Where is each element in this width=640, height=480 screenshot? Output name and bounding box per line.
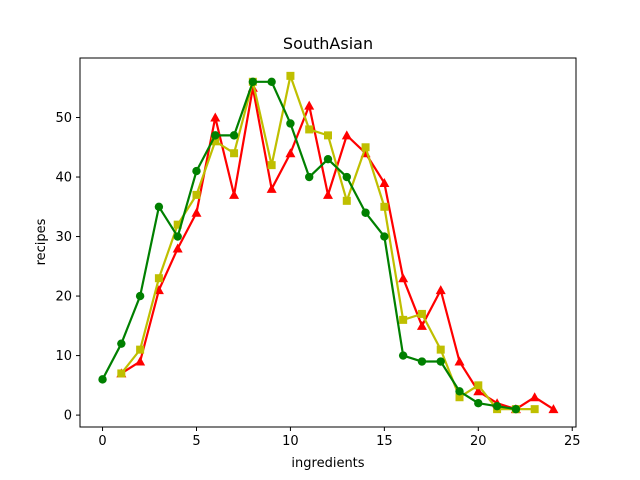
y-tick-label: 0 bbox=[64, 409, 72, 424]
data-point bbox=[436, 357, 445, 366]
data-point bbox=[248, 77, 258, 87]
data-point bbox=[416, 320, 427, 330]
series-3 bbox=[98, 77, 521, 414]
data-point bbox=[342, 172, 351, 182]
data-point bbox=[455, 393, 464, 402]
data-point bbox=[136, 345, 145, 354]
data-point bbox=[135, 291, 145, 301]
data-point bbox=[474, 398, 483, 408]
data-point bbox=[285, 148, 296, 158]
y-tick-label: 30 bbox=[55, 230, 72, 245]
data-point bbox=[230, 149, 239, 158]
data-point bbox=[305, 172, 314, 182]
x-tick-label: 20 bbox=[470, 434, 487, 449]
data-point bbox=[380, 232, 389, 241]
data-point bbox=[398, 351, 408, 360]
data-point bbox=[172, 243, 183, 253]
data-point bbox=[323, 189, 333, 199]
y-axis-title: recipes bbox=[34, 218, 49, 265]
data-point bbox=[473, 386, 484, 396]
x-tick-label: 25 bbox=[564, 434, 581, 449]
data-point bbox=[530, 405, 539, 414]
data-point bbox=[417, 357, 427, 366]
series-line bbox=[120, 86, 555, 411]
data-point bbox=[135, 356, 146, 366]
data-point bbox=[191, 207, 202, 217]
data-point bbox=[435, 285, 446, 295]
data-point bbox=[192, 166, 201, 176]
data-point bbox=[511, 404, 521, 414]
data-point bbox=[529, 392, 540, 402]
data-point bbox=[380, 202, 389, 211]
data-point bbox=[117, 339, 126, 348]
data-point bbox=[154, 274, 163, 283]
data-point bbox=[455, 387, 464, 396]
data-point bbox=[98, 375, 107, 384]
data-point bbox=[474, 381, 483, 390]
y-tick-label: 50 bbox=[55, 111, 72, 126]
data-point bbox=[229, 131, 239, 140]
x-tick-label: 0 bbox=[98, 434, 106, 449]
data-point bbox=[211, 137, 220, 146]
data-point bbox=[173, 220, 182, 229]
x-tick-label: 5 bbox=[192, 434, 200, 449]
data-point bbox=[286, 71, 295, 80]
x-axis-title: ingredients bbox=[291, 456, 364, 471]
y-tick-label: 40 bbox=[55, 171, 72, 186]
data-point bbox=[417, 309, 426, 318]
plot-frame bbox=[79, 57, 577, 428]
data-point bbox=[379, 177, 390, 187]
data-point bbox=[305, 125, 314, 134]
data-point bbox=[548, 404, 559, 414]
data-point bbox=[267, 161, 276, 170]
data-point bbox=[454, 356, 465, 366]
data-point bbox=[304, 100, 315, 110]
data-point bbox=[361, 208, 370, 217]
series-1 bbox=[116, 82, 559, 414]
data-point bbox=[154, 202, 164, 211]
series-line bbox=[120, 74, 535, 411]
data-point bbox=[492, 401, 502, 411]
y-tick-label: 10 bbox=[55, 349, 72, 364]
data-point bbox=[398, 273, 409, 283]
data-point bbox=[323, 154, 333, 164]
y-tick-label: 20 bbox=[55, 290, 72, 305]
data-point bbox=[210, 112, 221, 122]
data-point bbox=[192, 190, 201, 199]
data-point bbox=[361, 143, 370, 152]
data-point bbox=[211, 131, 220, 140]
data-point bbox=[286, 119, 295, 128]
data-point bbox=[324, 131, 332, 140]
data-point bbox=[436, 345, 445, 354]
data-point bbox=[342, 196, 351, 205]
x-tick-label: 10 bbox=[282, 434, 299, 449]
data-point bbox=[117, 369, 126, 378]
data-point bbox=[173, 232, 182, 241]
data-point bbox=[341, 130, 352, 140]
data-point bbox=[229, 189, 240, 199]
data-point bbox=[267, 77, 276, 87]
data-point bbox=[399, 315, 408, 324]
x-tick-label: 15 bbox=[376, 434, 393, 449]
chart-title: SouthAsian bbox=[283, 34, 373, 53]
data-point bbox=[266, 183, 277, 193]
